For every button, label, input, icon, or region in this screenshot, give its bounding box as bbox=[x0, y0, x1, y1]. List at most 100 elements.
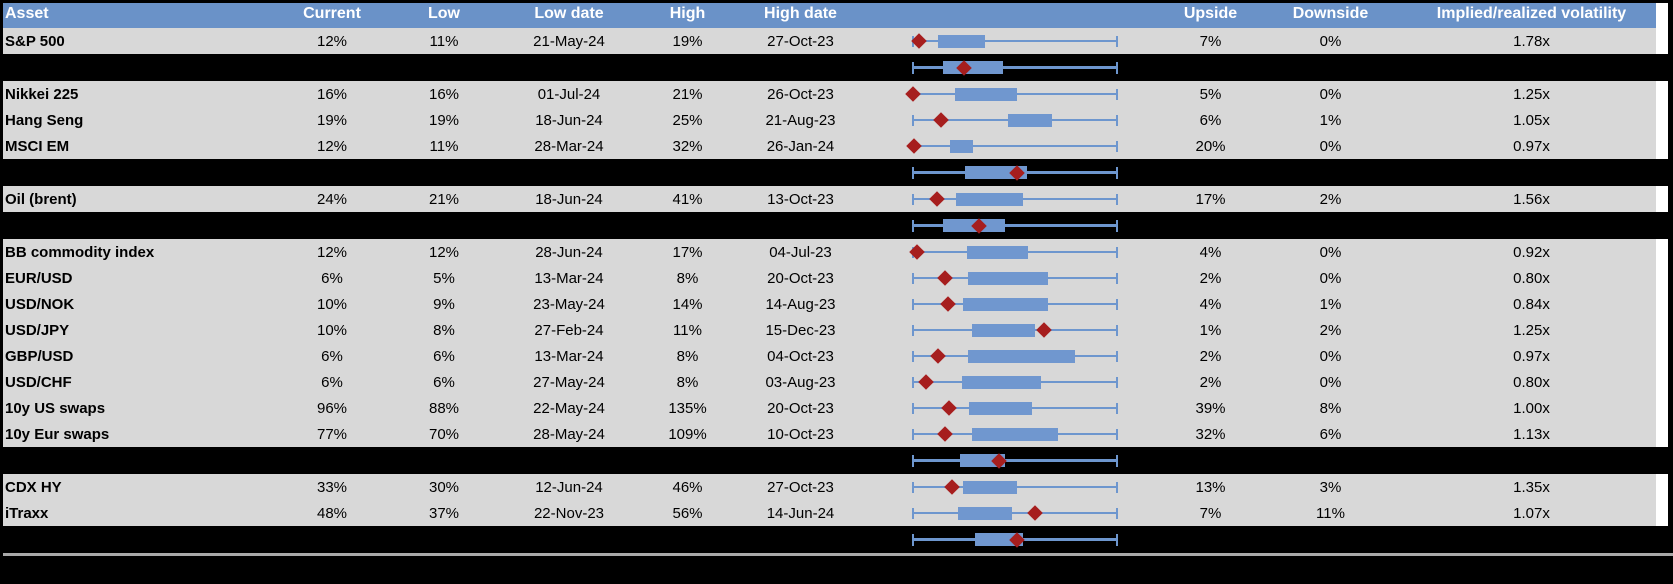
boxplot-cell bbox=[858, 186, 1150, 212]
whisker-cap-right bbox=[1116, 376, 1118, 388]
asset-cell: 10y US swaps bbox=[5, 399, 106, 417]
boxplot-cell bbox=[858, 500, 1150, 526]
asset-cell: Nikkei 225 bbox=[5, 85, 79, 103]
whisker-cap-left bbox=[912, 507, 914, 519]
upside-cell: 7% bbox=[1199, 504, 1222, 522]
boxplot-cell bbox=[858, 81, 1150, 107]
boxplot bbox=[912, 474, 1118, 500]
low-cell: 11% bbox=[429, 32, 459, 50]
downside-cell: 0% bbox=[1319, 243, 1342, 261]
iqr-box bbox=[957, 506, 1012, 520]
impl-cell: 0.80x bbox=[1513, 373, 1550, 391]
boxplot bbox=[912, 291, 1118, 317]
low-date-cell: 13-Mar-24 bbox=[534, 269, 604, 287]
table-top-border bbox=[0, 0, 1673, 3]
low-cell: 16% bbox=[428, 85, 460, 103]
downside-cell: 2% bbox=[1319, 190, 1342, 208]
upside-cell: 39% bbox=[1195, 399, 1226, 417]
table-row: Nikkei 225 16% 16% 01-Jul-24 21% 26-Oct-23 5% 0… bbox=[0, 81, 1673, 107]
table-left-border bbox=[0, 0, 3, 584]
table-row: 10y US swaps 96% 88% 22-May-24 135% 20-Oct-23… bbox=[0, 395, 1673, 421]
header-high-date: High date bbox=[764, 5, 837, 22]
high-date-cell: 26-Oct-23 bbox=[767, 85, 834, 103]
boxplot bbox=[912, 265, 1118, 291]
current-cell: 10% bbox=[316, 295, 348, 313]
boxplot bbox=[912, 526, 1118, 553]
iqr-box bbox=[971, 323, 1035, 337]
high-cell: 8% bbox=[676, 269, 699, 287]
current-cell: 6% bbox=[321, 347, 343, 365]
iqr-box bbox=[949, 139, 973, 153]
whisker-cap-right bbox=[1116, 402, 1118, 414]
low-date-cell: 12-Jun-24 bbox=[535, 478, 603, 496]
upside-cell: 4% bbox=[1199, 295, 1222, 313]
header-upside: Upside bbox=[1183, 5, 1238, 22]
boxplot bbox=[912, 107, 1118, 133]
asset-cell: USD/NOK bbox=[5, 295, 75, 313]
whisker-line bbox=[912, 66, 1118, 69]
whisker-cap-right bbox=[1116, 219, 1118, 232]
table-row: 10y Eur swaps 77% 70% 28-May-24 109% 10-Oct-2… bbox=[0, 421, 1673, 447]
boxplot bbox=[912, 317, 1118, 343]
low-date-cell: 22-May-24 bbox=[533, 399, 605, 417]
whisker-cap-left bbox=[912, 454, 914, 467]
whisker-line bbox=[912, 224, 1118, 227]
whisker-cap-left bbox=[912, 324, 914, 336]
asset-cell: USD/JPY bbox=[5, 321, 70, 339]
low-date-cell: 28-Mar-24 bbox=[534, 137, 604, 155]
whisker-cap-left bbox=[912, 166, 914, 179]
boxplot-cell bbox=[858, 317, 1150, 343]
black-boxplot-row bbox=[0, 54, 1673, 81]
high-date-cell: 10-Oct-23 bbox=[767, 425, 834, 443]
low-cell: 19% bbox=[428, 111, 460, 129]
boxplot-cell bbox=[858, 526, 1150, 553]
current-cell: 16% bbox=[316, 85, 348, 103]
boxplot bbox=[911, 28, 1118, 54]
whisker-cap-right bbox=[1116, 114, 1118, 126]
boxplot-cell bbox=[858, 474, 1150, 500]
boxplot bbox=[909, 239, 1118, 265]
table-row: GBP/USD 6% 6% 13-Mar-24 8% 04-Oct-23 2% 0% 0.97x bbox=[0, 343, 1673, 369]
table-row: Oil (brent) 24% 21% 18-Jun-24 41% 13-Oct-23 17… bbox=[0, 186, 1673, 212]
high-cell: 8% bbox=[676, 347, 699, 365]
table-header-row: Asset Current Low Low date High High dat… bbox=[0, 0, 1673, 28]
low-date-cell: 22-Nov-23 bbox=[533, 504, 605, 522]
low-cell: 37% bbox=[428, 504, 460, 522]
asset-cell: USD/CHF bbox=[5, 373, 72, 391]
high-date-cell: 04-Jul-23 bbox=[769, 243, 832, 261]
boxplot-cell bbox=[858, 54, 1150, 81]
boxplot-cell bbox=[858, 265, 1150, 291]
iqr-box bbox=[969, 401, 1033, 415]
current-cell: 12% bbox=[316, 137, 348, 155]
low-date-cell: 27-Feb-24 bbox=[534, 321, 604, 339]
impl-cell: 1.78x bbox=[1513, 32, 1550, 50]
current-cell: 19% bbox=[316, 111, 348, 129]
upside-cell: 2% bbox=[1199, 347, 1222, 365]
black-boxplot-row bbox=[0, 212, 1673, 239]
high-date-cell: 14-Aug-23 bbox=[765, 295, 836, 313]
current-cell: 24% bbox=[316, 190, 348, 208]
header-current: Current bbox=[303, 5, 361, 22]
downside-cell: 2% bbox=[1319, 321, 1342, 339]
low-date-cell: 01-Jul-24 bbox=[537, 85, 601, 103]
whisker-cap-right bbox=[1116, 272, 1118, 284]
black-boxplot-row bbox=[0, 447, 1673, 474]
current-diamond-marker bbox=[918, 374, 934, 390]
impl-cell: 1.05x bbox=[1513, 111, 1550, 129]
impl-cell: 0.97x bbox=[1513, 347, 1550, 365]
asset-cell: CDX HY bbox=[5, 478, 62, 496]
low-date-cell: 27-May-24 bbox=[533, 373, 605, 391]
upside-cell: 2% bbox=[1199, 269, 1222, 287]
boxplot-cell bbox=[858, 421, 1150, 447]
whisker-cap-left bbox=[912, 481, 914, 493]
table-row: MSCI EM 12% 11% 28-Mar-24 32% 26-Jan-24 20% 0% 0… bbox=[0, 133, 1673, 159]
current-cell: 48% bbox=[316, 504, 348, 522]
low-cell: 70% bbox=[428, 425, 460, 443]
high-cell: 19% bbox=[672, 32, 703, 50]
whisker-line bbox=[912, 512, 1118, 514]
upside-cell: 7% bbox=[1199, 32, 1222, 50]
high-date-cell: 04-Oct-23 bbox=[767, 347, 834, 365]
current-cell: 77% bbox=[316, 425, 348, 443]
table-body: S&P 500 12% 11% 21-May-24 19% 27-Oct-23 7% 0% 1.… bbox=[0, 28, 1673, 553]
boxplot bbox=[912, 421, 1118, 447]
